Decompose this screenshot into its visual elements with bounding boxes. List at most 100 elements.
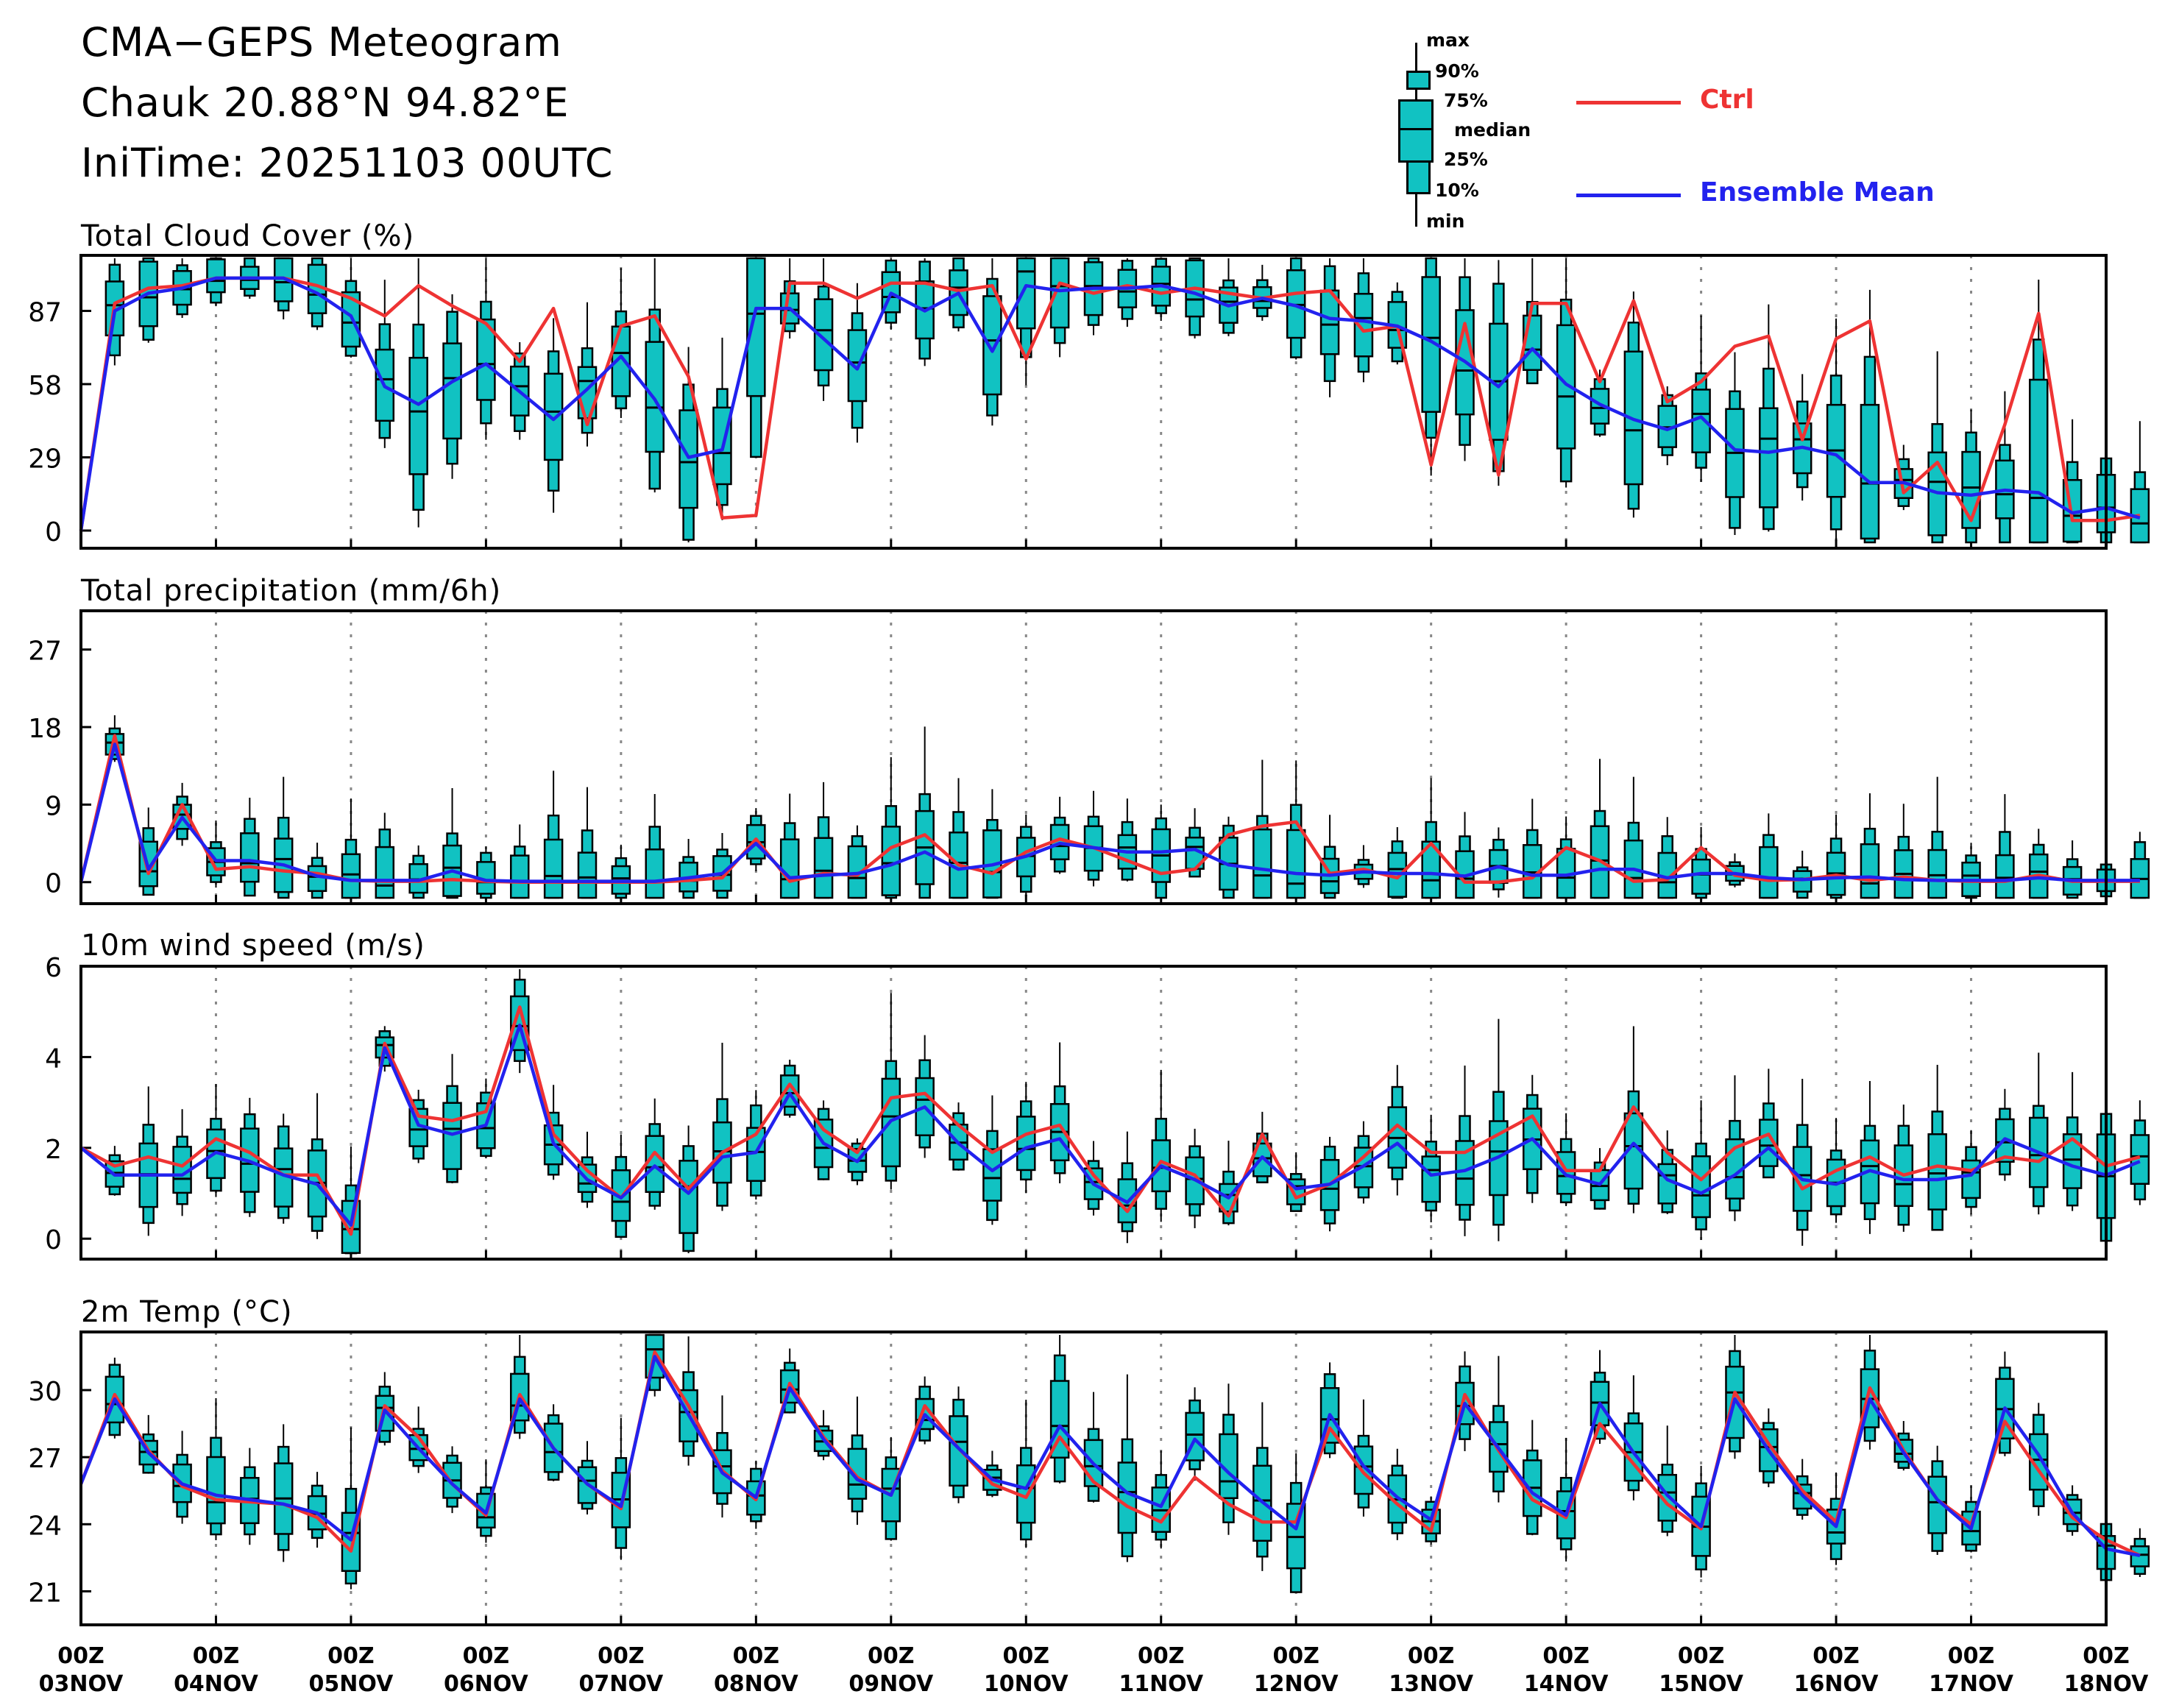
box-plot <box>1792 1078 1813 1246</box>
x-tick-label-time: 00Z <box>1678 1643 1725 1669</box>
y-tick-label: 27 <box>28 637 62 667</box>
box-plot <box>240 797 260 897</box>
box-plot <box>1523 1420 1542 1536</box>
y-tick-label: 18 <box>28 714 62 744</box>
panel-frame <box>79 254 2108 550</box>
x-tick-label-time: 00Z <box>1138 1643 1185 1669</box>
box-plot <box>375 280 395 448</box>
box-plot <box>1523 798 1542 899</box>
box-plot <box>813 258 834 401</box>
box-plot <box>1319 815 1340 899</box>
box-plot <box>1826 814 1846 899</box>
box-plot <box>1657 1425 1677 1537</box>
box-plot <box>1927 351 1947 544</box>
x-tick-label-time: 00Z <box>1813 1643 1860 1669</box>
box-plot <box>1657 817 1677 899</box>
legend-ctrl-line <box>1576 101 1681 104</box>
box-plot <box>1927 1445 1947 1555</box>
box-plot <box>206 1397 226 1540</box>
x-tick-label-date: 03NOV <box>39 1671 124 1697</box>
box-plot <box>1083 790 1104 887</box>
panel-title: Total Cloud Cover (%) <box>80 219 414 253</box>
box-plot <box>2130 1100 2150 1205</box>
y-tick-label: 0 <box>45 1225 62 1255</box>
box-plot <box>2062 840 2083 899</box>
init-time-label: IniTime: 20251103 00UTC <box>81 140 614 186</box>
box-plot <box>813 1100 834 1180</box>
box-plot <box>1893 804 1914 899</box>
box-plot <box>1995 391 2015 544</box>
box-plot <box>1792 851 1813 899</box>
ctrl-series-line <box>79 1350 2141 1557</box>
box-plot <box>847 825 868 899</box>
y-tick-label: 30 <box>28 1377 62 1407</box>
box-plot <box>1489 1356 1509 1503</box>
box-plot <box>1725 352 1745 535</box>
box-plot <box>813 782 834 899</box>
box-plot <box>1421 778 1441 899</box>
box-plot <box>2029 829 2049 899</box>
box-plot <box>307 1093 327 1239</box>
box-plot <box>442 1446 462 1514</box>
x-tick-label-date: 09NOV <box>848 1671 934 1697</box>
box-plot <box>1219 1383 1239 1535</box>
y-tick-label: 58 <box>28 371 62 401</box>
box-plot <box>1117 1374 1138 1562</box>
box-plot <box>949 257 968 332</box>
box-plot <box>1252 759 1272 899</box>
box-plot <box>1961 1130 1981 1215</box>
box-plot <box>476 1459 496 1543</box>
box-plot <box>476 258 496 440</box>
box-plot <box>341 798 361 899</box>
x-tick-label-date: 17NOV <box>1929 1671 2014 1697</box>
box-plot <box>1049 796 1070 874</box>
box-plot <box>1387 1065 1408 1196</box>
box-plot <box>1556 816 1576 899</box>
box-plot <box>273 1424 294 1562</box>
box-plot <box>1860 793 1880 899</box>
x-tick-label-time: 00Z <box>463 1643 510 1669</box>
box-plot <box>611 844 631 899</box>
legend-key-median-line <box>1398 128 1434 130</box>
box-plot <box>1691 315 1711 482</box>
box-plot <box>1826 318 1846 543</box>
box-plot <box>138 257 158 343</box>
box-plot <box>2130 832 2150 899</box>
x-tick-label-time: 00Z <box>1542 1643 1590 1669</box>
x-tick-label-time: 00Z <box>1003 1643 1050 1669</box>
panel-frame <box>79 1330 2108 1626</box>
x-tick-label-date: 08NOV <box>714 1671 799 1697</box>
box-plot <box>611 1417 631 1560</box>
box-plot <box>1455 812 1475 899</box>
y-tick-label: 2 <box>45 1135 62 1165</box>
box-plot <box>1759 813 1779 899</box>
box-plot <box>1523 258 1542 385</box>
box-plot <box>645 1098 665 1210</box>
x-tick-label-date: 10NOV <box>984 1671 1069 1697</box>
x-tick-label-time: 00Z <box>1272 1643 1319 1669</box>
box-plot <box>577 1441 598 1515</box>
box-plot <box>1049 257 1070 358</box>
box-plot <box>1117 798 1138 882</box>
legend-key-tick-10 <box>1406 160 1431 194</box>
box-plot <box>1252 1402 1272 1571</box>
panel-0: Total Cloud Cover (%) 0 29 58 87 <box>28 219 2150 550</box>
box-plot <box>1623 291 1644 518</box>
box-plot <box>510 342 530 440</box>
box-plot <box>307 843 327 899</box>
box-plot <box>1117 258 1138 327</box>
box-plot <box>1590 759 1610 899</box>
box-plot <box>1219 816 1239 899</box>
legend-key-tick-90 <box>1406 71 1431 90</box>
box-plot <box>1691 1100 1711 1240</box>
box-plot <box>273 776 294 899</box>
legend-mean-line <box>1576 194 1681 197</box>
y-tick-label: 87 <box>28 297 62 327</box>
y-tick-label: 21 <box>28 1578 62 1608</box>
legend-mean-label: Ensemble Mean <box>1700 177 1935 208</box>
box-plot <box>1151 1450 1171 1549</box>
box-plot <box>408 258 428 528</box>
x-tick-label-time: 00Z <box>598 1643 645 1669</box>
x-tick-label-time: 00Z <box>193 1643 240 1669</box>
